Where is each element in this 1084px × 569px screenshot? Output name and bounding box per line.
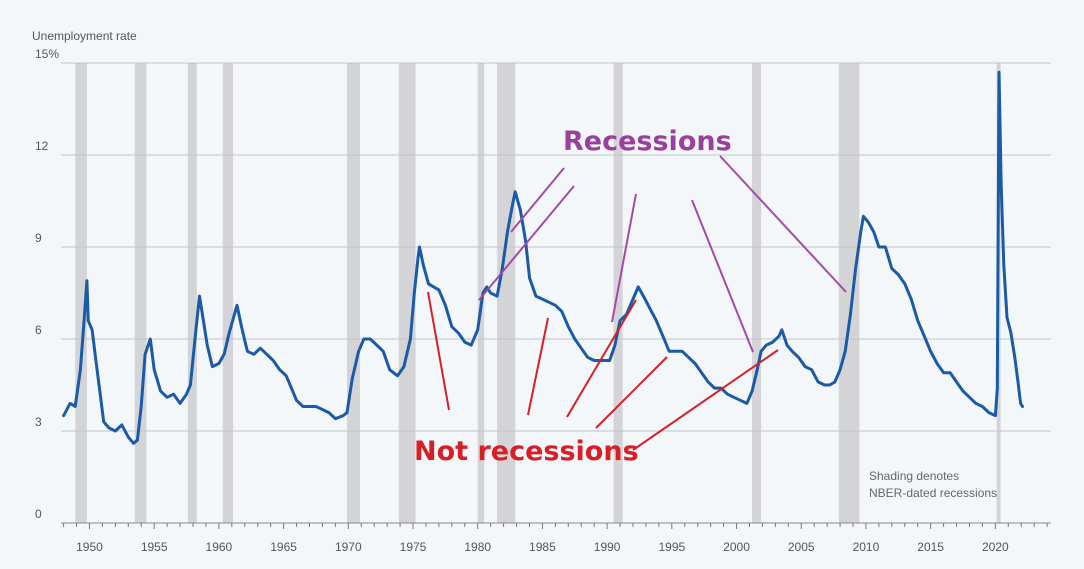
y-tick-label: 12 xyxy=(35,139,49,153)
x-tick-label: 1985 xyxy=(529,540,556,554)
recession-note-line-1: Shading denotes xyxy=(869,469,959,483)
recession-band xyxy=(838,63,860,523)
gridlines: 15% 12 9 6 3 0 xyxy=(35,47,1051,524)
y-tick-label: 9 xyxy=(35,231,42,245)
x-tick-label: 2000 xyxy=(723,540,750,554)
recessions-pointer-line xyxy=(478,185,575,301)
y-tick-label: 3 xyxy=(35,415,42,429)
recessions-pointer-line xyxy=(510,167,565,233)
x-tick-label: 1955 xyxy=(141,540,168,554)
recessions-pointer-line xyxy=(611,193,637,323)
x-tick-label: 2010 xyxy=(853,540,880,554)
recession-note-line-2: NBER-dated recessions xyxy=(869,486,997,500)
recession-band xyxy=(347,63,360,523)
recession-band xyxy=(222,63,234,523)
not-recessions-pointer-line xyxy=(566,299,637,418)
not-recessions-pointer-line xyxy=(527,317,549,416)
x-tick-label: 1965 xyxy=(270,540,297,554)
x-tick-label: 1995 xyxy=(658,540,685,554)
not-recessions-pointer-line xyxy=(427,291,450,411)
x-tick-label: 2015 xyxy=(917,540,944,554)
not-recessions-pointer-line xyxy=(632,349,779,451)
x-tick-label: 1970 xyxy=(335,540,362,554)
recession-band xyxy=(497,63,516,523)
y-axis-label: Unemployment rate xyxy=(32,29,137,43)
unemployment-line xyxy=(62,70,1024,445)
x-tick-label: 1960 xyxy=(206,540,233,554)
recessions-pointer-line xyxy=(719,155,847,293)
annotations xyxy=(427,155,847,451)
recession-band xyxy=(75,63,87,523)
series xyxy=(62,70,1024,445)
y-tick-label: 15% xyxy=(35,47,59,61)
recession-band xyxy=(752,63,762,523)
recession-band xyxy=(477,63,485,523)
x-axis: 1950 1955 1960 1965 1970 1975 1980 1985 1990 1995… xyxy=(63,523,1048,554)
x-tick-label: 1950 xyxy=(76,540,103,554)
recession-band xyxy=(398,63,416,523)
not-recessions-pointer-line xyxy=(595,356,668,429)
x-tick-label: 2005 xyxy=(788,540,815,554)
x-tick-label: 1975 xyxy=(400,540,427,554)
x-tick-label: 1980 xyxy=(464,540,491,554)
x-tick-label: 2020 xyxy=(982,540,1009,554)
y-tick-label: 0 xyxy=(35,507,42,521)
recessions-pointer-line xyxy=(691,199,754,353)
x-tick-label: 1990 xyxy=(594,540,621,554)
not-recessions-annotation: Not recessions xyxy=(414,436,639,467)
recessions-annotation: Recessions xyxy=(563,126,732,157)
recession-shading xyxy=(75,63,1001,523)
y-tick-label: 6 xyxy=(35,323,42,337)
recession-band xyxy=(187,63,197,523)
recession-band xyxy=(134,63,147,523)
